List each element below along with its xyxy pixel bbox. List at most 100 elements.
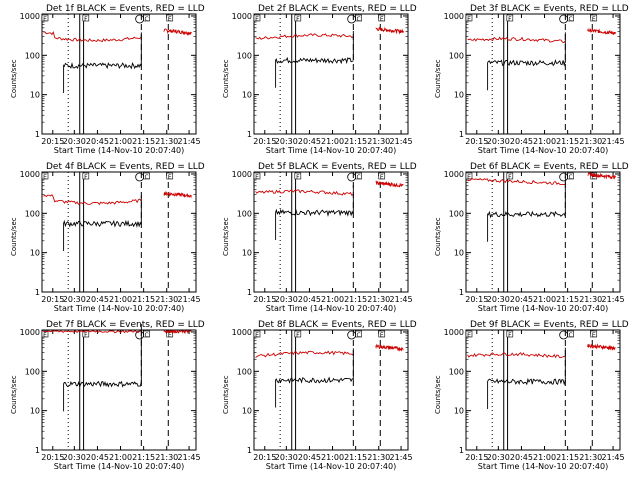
series-red-lld-segment bbox=[163, 329, 192, 335]
marker-label: E bbox=[43, 16, 47, 23]
marker-box bbox=[506, 14, 514, 22]
y-tick-label: 10 bbox=[242, 249, 252, 258]
x-tick-label: 20:30 bbox=[275, 137, 298, 146]
series-red-lld-segment bbox=[255, 33, 354, 40]
series-red-lld-segment bbox=[43, 30, 142, 43]
plot-frame bbox=[465, 13, 621, 135]
x-tick-label: 20:45 bbox=[86, 137, 109, 146]
series-red-lld-segment bbox=[467, 352, 566, 359]
x-tick-label: 21:30 bbox=[579, 453, 602, 462]
marker-label: F bbox=[84, 16, 88, 23]
x-tick-label: 20:15 bbox=[465, 295, 488, 304]
marker-label: C bbox=[145, 174, 149, 181]
x-axis-label: Start Time (14-Nov-10 20:07:40) bbox=[266, 462, 396, 471]
x-tick-label: 20:45 bbox=[298, 137, 321, 146]
x-tick-label: 21:15 bbox=[344, 295, 367, 304]
x-tick-label: 20:45 bbox=[298, 453, 321, 462]
marker-label: E bbox=[255, 16, 259, 23]
y-axis-label: Counts/sec bbox=[222, 59, 230, 98]
series-red-lld-segment bbox=[375, 343, 404, 352]
marker-label: E bbox=[43, 332, 47, 339]
x-tick-label: 20:15 bbox=[465, 137, 488, 146]
marker-box bbox=[590, 14, 598, 22]
x-tick-label: 21:15 bbox=[132, 137, 155, 146]
y-tick-label: 1 bbox=[35, 130, 40, 139]
series-black-events bbox=[487, 210, 566, 242]
panel-det-9: Det 9f BLACK = Events, RED = LLD 1 10 100 10… bbox=[434, 320, 629, 471]
x-tick-label: 21:15 bbox=[344, 137, 367, 146]
y-tick-label: 100 bbox=[449, 367, 464, 376]
series-red-lld-segment bbox=[587, 343, 616, 351]
x-tick-label: 21:45 bbox=[178, 295, 201, 304]
x-axis-label: Start Time (14-Nov-10 20:07:40) bbox=[478, 304, 608, 313]
x-tick-label: 21:00 bbox=[321, 453, 344, 462]
attenuator-icon bbox=[559, 172, 569, 182]
marker-box bbox=[294, 172, 302, 180]
panel-det-7: Det 7f BLACK = Events, RED = LLD 1 10 100 10… bbox=[10, 320, 205, 471]
x-tick-label: 20:45 bbox=[86, 453, 109, 462]
x-tick-label: 20:45 bbox=[86, 295, 109, 304]
x-tick-label: 21:15 bbox=[556, 453, 579, 462]
y-tick-label: 100 bbox=[449, 51, 464, 60]
marker-label: E bbox=[255, 174, 259, 181]
panel-det-1: Det 1f BLACK = Events, RED = LLD 1 10 100 10… bbox=[10, 4, 205, 155]
x-tick-label: 21:00 bbox=[533, 137, 556, 146]
x-tick-label: 21:00 bbox=[109, 295, 132, 304]
series-red-lld-segment bbox=[375, 26, 404, 35]
x-tick-label: 20:30 bbox=[275, 453, 298, 462]
attenuator-icon bbox=[347, 172, 357, 182]
y-tick-label: 10 bbox=[454, 407, 464, 416]
marker-label: E bbox=[380, 174, 384, 181]
plot-frame bbox=[465, 329, 621, 451]
y-tick-label: 1 bbox=[35, 288, 40, 297]
y-axis-label: Counts/sec bbox=[10, 217, 18, 256]
x-tick-label: 21:00 bbox=[321, 295, 344, 304]
series-black-events bbox=[487, 377, 566, 409]
attenuator-icon bbox=[559, 330, 569, 340]
y-axis-label: Counts/sec bbox=[10, 59, 18, 98]
x-axis-label: Start Time (14-Nov-10 20:07:40) bbox=[478, 462, 608, 471]
y-tick-label: 100 bbox=[237, 51, 252, 60]
y-tick-label: 1000 bbox=[20, 328, 40, 337]
attenuator-icon bbox=[135, 172, 145, 182]
y-tick-label: 1 bbox=[247, 288, 252, 297]
series-red-lld-segment bbox=[467, 177, 566, 186]
y-tick-label: 1000 bbox=[20, 170, 40, 179]
y-tick-label: 100 bbox=[25, 51, 40, 60]
x-tick-label: 21:30 bbox=[155, 295, 178, 304]
series-red-lld-segment bbox=[163, 190, 192, 199]
panel-det-4: Det 4f BLACK = Events, RED = LLD 1 10 100 10… bbox=[10, 162, 205, 313]
marker-box bbox=[253, 14, 261, 22]
x-tick-label: 21:30 bbox=[367, 295, 390, 304]
x-axis-label: Start Time (14-Nov-10 20:07:40) bbox=[54, 146, 184, 155]
series-red-lld-segment bbox=[587, 27, 616, 35]
series-black-events bbox=[275, 208, 354, 240]
plot-frame bbox=[41, 171, 197, 293]
y-tick-label: 10 bbox=[30, 407, 40, 416]
x-tick-label: 20:45 bbox=[510, 453, 533, 462]
x-tick-label: 20:30 bbox=[63, 295, 86, 304]
series-black-events bbox=[63, 380, 142, 412]
x-tick-label: 21:15 bbox=[132, 295, 155, 304]
x-axis-label: Start Time (14-Nov-10 20:07:40) bbox=[478, 146, 608, 155]
series-black-events bbox=[275, 56, 354, 88]
x-tick-label: 21:45 bbox=[178, 137, 201, 146]
y-tick-label: 1000 bbox=[444, 12, 464, 21]
x-tick-label: 20:15 bbox=[465, 453, 488, 462]
panel-title: Det 2f BLACK = Events, RED = LLD bbox=[258, 4, 417, 14]
series-red-lld-segment bbox=[255, 350, 354, 359]
y-tick-label: 1 bbox=[459, 446, 464, 455]
y-tick-label: 100 bbox=[25, 209, 40, 218]
x-axis-label: Start Time (14-Nov-10 20:07:40) bbox=[54, 462, 184, 471]
panel-title: Det 7f BLACK = Events, RED = LLD bbox=[46, 320, 205, 330]
panel-det-5: Det 5f BLACK = Events, RED = LLD 1 10 100 10… bbox=[222, 162, 417, 313]
marker-box bbox=[41, 172, 49, 180]
y-axis-label: Counts/sec bbox=[434, 375, 442, 414]
x-tick-label: 21:30 bbox=[155, 453, 178, 462]
y-tick-label: 1000 bbox=[232, 12, 252, 21]
marker-label: C bbox=[357, 332, 361, 339]
x-tick-label: 21:45 bbox=[390, 295, 413, 304]
series-red-lld-segment bbox=[375, 180, 404, 188]
marker-box bbox=[82, 172, 90, 180]
plot-frame bbox=[41, 13, 197, 135]
